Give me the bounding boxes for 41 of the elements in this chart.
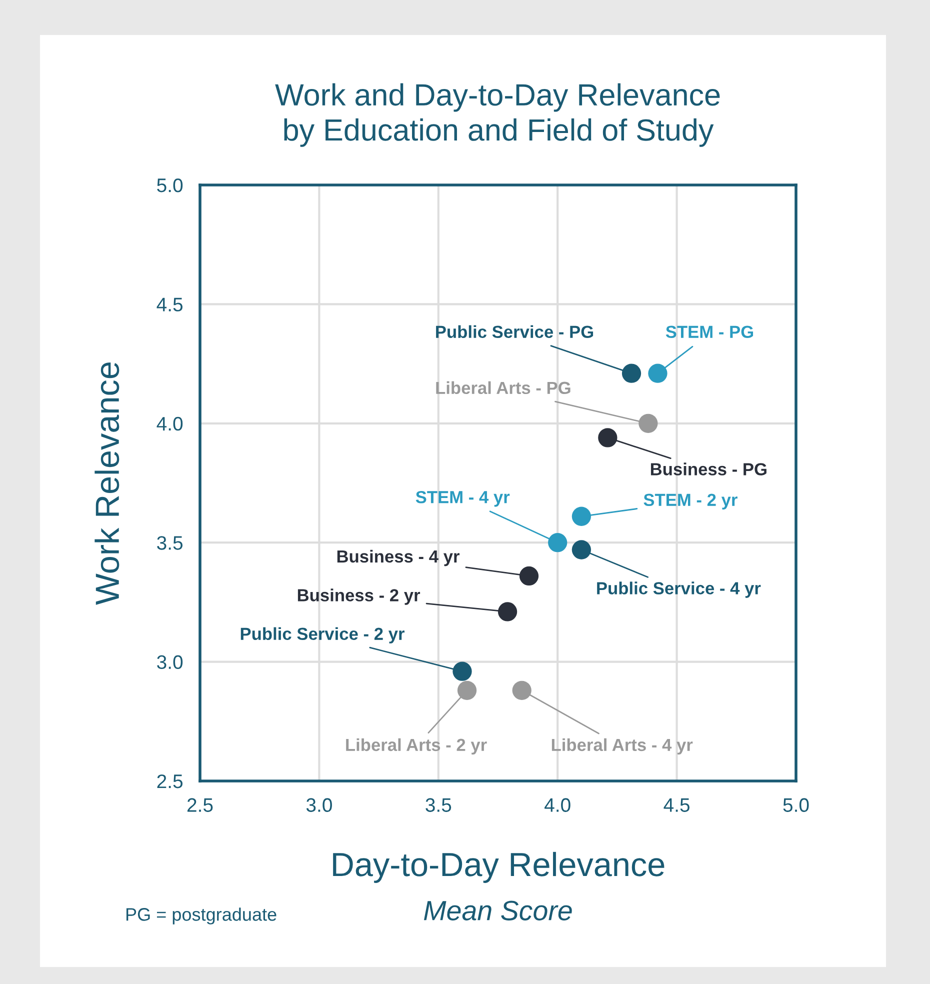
annotation: Public Service - PG [436, 325, 594, 338]
point [457, 680, 477, 700]
point [572, 540, 592, 560]
x-axis-title: Day-to-Day Relevance [333, 852, 664, 883]
x-tick-label: 3.0 [306, 798, 332, 812]
y-tick-label: 2.5 [157, 774, 183, 788]
point [572, 506, 592, 526]
point [498, 602, 518, 622]
x-tick-label: 2.5 [187, 798, 213, 812]
annotation: Public Service - 2 yr [240, 627, 404, 644]
y-tick-label: 3.0 [157, 655, 183, 670]
annotation: Liberal Arts - 2 yr [346, 738, 487, 754]
y-tick-label: 3.5 [157, 536, 183, 550]
annotation: STEM - 2 yr [644, 494, 738, 510]
x-tick-label: 4.5 [664, 798, 690, 812]
x-tick-label: 4.0 [544, 798, 570, 812]
text: Mean Score [424, 900, 572, 920]
chart-title: Work and Day-to-Day Relevance by Education and Field of Study [275, 83, 720, 147]
point [548, 533, 568, 552]
annotation: Liberal Arts - PG [436, 381, 570, 394]
annotation: Business - PG [650, 462, 766, 476]
point [638, 414, 658, 433]
y-tick-label: 4.5 [156, 298, 183, 312]
point [598, 428, 618, 448]
annotation: Public Service - 4 yr [597, 582, 761, 598]
point [622, 364, 642, 383]
annotation: STEM - PG [666, 326, 754, 338]
y-axis-title: Work Relevance [94, 362, 120, 605]
x-tick-label: 3.5 [426, 798, 452, 812]
point [648, 364, 668, 383]
annotation: Business - 2 yr [298, 588, 420, 605]
point [512, 680, 532, 700]
text: PG = postgraduate [126, 908, 276, 924]
annotation: STEM - 4 yr [416, 490, 510, 507]
annotation: Liberal Arts - 4 yr [552, 738, 693, 754]
y-tick-label: 4.0 [156, 416, 183, 431]
y-tick-label: 5.0 [157, 178, 183, 192]
point [452, 662, 472, 681]
annotation: Business - 4 yr [337, 550, 460, 566]
point [519, 566, 539, 586]
x-tick-label: 5.0 [783, 798, 809, 812]
